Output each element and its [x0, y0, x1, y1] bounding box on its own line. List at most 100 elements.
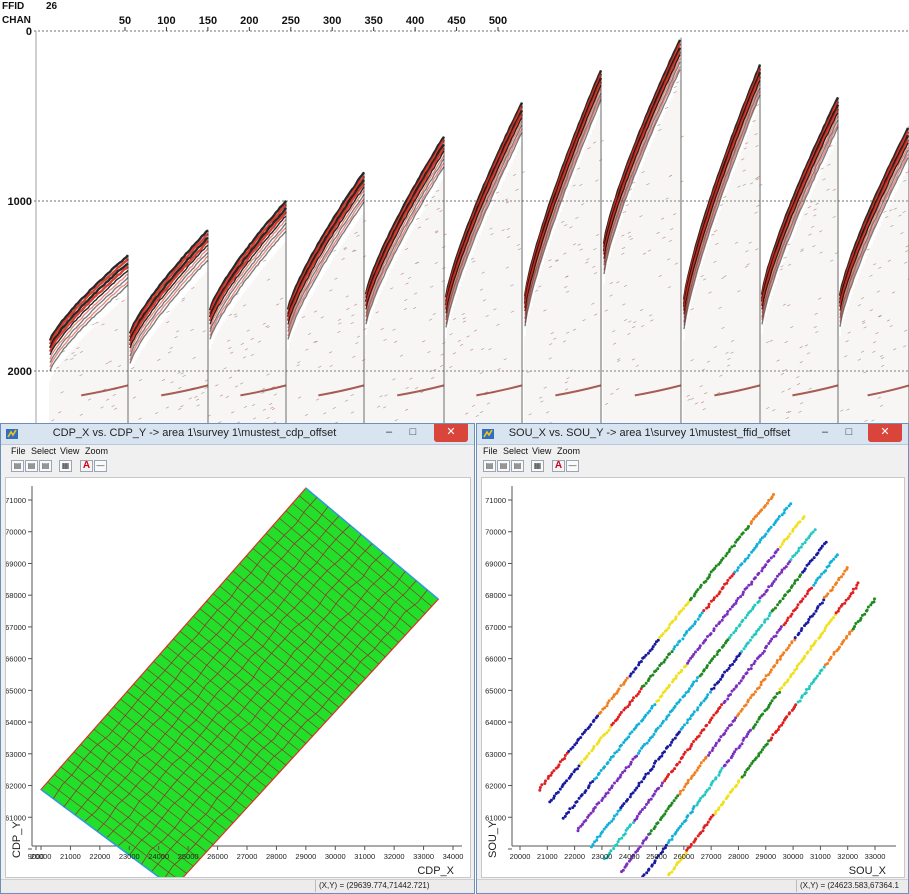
x-tick-label: 22000 — [89, 852, 110, 861]
grid-icon[interactable]: ▦ — [531, 460, 544, 472]
source-line — [548, 502, 793, 804]
chan-tick-label: 150 — [199, 15, 217, 27]
x-tick-label: 26000 — [673, 852, 694, 861]
annotate-icon[interactable]: A — [80, 460, 93, 472]
y-tick-label: 61000 — [6, 813, 26, 822]
minimize-button[interactable]: – — [821, 426, 829, 438]
y-tick-label: 65000 — [6, 686, 26, 695]
shot-gather — [286, 171, 367, 424]
menu-bar: File Select View Zoom — [1, 445, 474, 459]
maximize-button[interactable]: □ — [409, 426, 417, 438]
shot-gather — [523, 70, 604, 424]
title-bar[interactable]: CDP_X vs. CDP_Y -> area 1\survey 1\muste… — [1, 424, 474, 445]
x-tick-label: 31000 — [810, 852, 831, 861]
copy-icon[interactable]: ▤ — [497, 460, 510, 472]
source-line — [638, 581, 860, 884]
annotate-icon[interactable]: A — [552, 460, 565, 472]
x-axis-label: CDP_X — [417, 865, 454, 877]
source-line — [620, 566, 849, 874]
y-tick-label: 66000 — [6, 655, 26, 664]
x-tick-label: 23000 — [119, 852, 140, 861]
y-tick-label: 65000 — [485, 686, 506, 695]
plot-area[interactable]: 9000 20000 21000 22000 23000 24000 25000 26000 2… — [5, 477, 471, 889]
window-title: CDP_X vs. CDP_Y -> area 1\survey 1\muste… — [52, 427, 337, 439]
x-tick-label: 30000 — [783, 852, 804, 861]
print-icon[interactable]: ▤ — [11, 460, 24, 472]
shot-gather — [444, 102, 525, 424]
y-tick-label: 67000 — [485, 623, 506, 632]
ruler-icon[interactable]: — — [94, 460, 107, 472]
x-axis-label: SOU_X — [849, 865, 887, 877]
menu-zoom[interactable]: Zoom — [557, 446, 581, 456]
menu-file[interactable]: File — [483, 446, 498, 456]
grid-icon[interactable]: ▦ — [59, 460, 72, 472]
y-tick-label: 62000 — [485, 782, 506, 791]
shot-gather — [48, 254, 129, 424]
plot-area[interactable]: 20000 21000 22000 23000 24000 25000 26000 27000… — [481, 477, 905, 890]
y-tick-label: 66000 — [485, 655, 506, 664]
ruler-icon[interactable]: — — [566, 460, 579, 472]
x-tick-label: 29000 — [755, 852, 776, 861]
y-tick-label: 64000 — [6, 718, 26, 727]
sou-scatter-plot[interactable]: 20000 21000 22000 23000 24000 25000 26000 27000… — [482, 478, 904, 890]
menu-file[interactable]: File — [11, 446, 26, 456]
time-tick-label: 1000 — [8, 196, 32, 208]
cdp-plot-window[interactable]: CDP_X vs. CDP_Y -> area 1\survey 1\muste… — [0, 423, 475, 894]
chan-tick-label: 450 — [447, 15, 465, 27]
time-tick-label: 0 — [26, 26, 32, 38]
paste-icon[interactable]: ▤ — [511, 460, 524, 472]
x-tick-label: 24000 — [619, 852, 640, 861]
maximize-button[interactable]: □ — [845, 426, 853, 438]
chan-tick-label: 200 — [240, 15, 258, 27]
chan-tick-label: 100 — [157, 15, 175, 27]
app-icon — [6, 429, 18, 439]
y-tick-label: 61000 — [485, 813, 506, 822]
minimize-button[interactable]: – — [385, 426, 393, 438]
x-tick-label: 25000 — [646, 852, 667, 861]
menu-select[interactable]: Select — [503, 446, 529, 456]
menu-view[interactable]: View — [532, 446, 552, 456]
app-icon — [482, 429, 494, 439]
x-tick-label: 24000 — [148, 852, 169, 861]
x-tick-label: 25000 — [178, 852, 199, 861]
ffid-label: FFID — [2, 1, 25, 12]
x-tick-label: 27000 — [701, 852, 722, 861]
chan-tick-label: 300 — [323, 15, 341, 27]
x-tick-label: 31000 — [354, 852, 375, 861]
menu-zoom[interactable]: Zoom — [85, 446, 109, 456]
close-button[interactable]: ✕ — [868, 424, 902, 442]
seismic-plot[interactable]: 50 100 150 200 250 300 350 400 450 500 0 1000 2000 — [0, 0, 909, 424]
seismic-section[interactable]: FFID 26 CHAN 50 100 150 200 250 300 350 400 450 5… — [0, 0, 909, 424]
print-icon[interactable]: ▤ — [483, 460, 496, 472]
paste-icon[interactable]: ▤ — [39, 460, 52, 472]
y-tick-label: 69000 — [485, 559, 506, 568]
ffid-value: 26 — [46, 1, 58, 12]
source-line — [561, 515, 806, 820]
y-axis-label: CDP_Y — [11, 821, 23, 858]
close-button[interactable]: ✕ — [434, 424, 468, 442]
chan-tick-label: 500 — [489, 15, 507, 27]
chan-tick-label: 350 — [364, 15, 382, 27]
source-plot-window[interactable]: SOU_X vs. SOU_Y -> area 1\survey 1\muste… — [476, 423, 909, 894]
y-tick-label: 62000 — [6, 782, 26, 791]
shot-gather — [838, 126, 909, 424]
x-tick-label: 26000 — [207, 852, 228, 861]
copy-icon[interactable]: ▤ — [25, 460, 38, 472]
y-tick-label: 71000 — [6, 496, 26, 505]
x-tick-label: 30000 — [325, 852, 346, 861]
x-tick-label: 33000 — [413, 852, 434, 861]
coordinate-readout: (X,Y) = (24623.583,67364.1 — [796, 880, 905, 892]
y-tick-label: 68000 — [6, 591, 26, 600]
x-tick-label: 23000 — [591, 852, 612, 861]
title-bar[interactable]: SOU_X vs. SOU_Y -> area 1\survey 1\muste… — [477, 424, 908, 445]
y-tick-label: 63000 — [6, 750, 26, 759]
coordinate-readout: (X,Y) = (29639.774,71442.721) — [315, 880, 469, 892]
menu-view[interactable]: View — [60, 446, 80, 456]
source-line — [589, 540, 828, 849]
y-tick-label: 70000 — [485, 528, 506, 537]
x-tick-label: 20000 — [31, 852, 52, 861]
toolbar: ▤ ▤ ▤ ▦ A — — [477, 459, 908, 474]
menu-select[interactable]: Select — [31, 446, 57, 456]
cdp-coverage-area — [40, 487, 440, 889]
